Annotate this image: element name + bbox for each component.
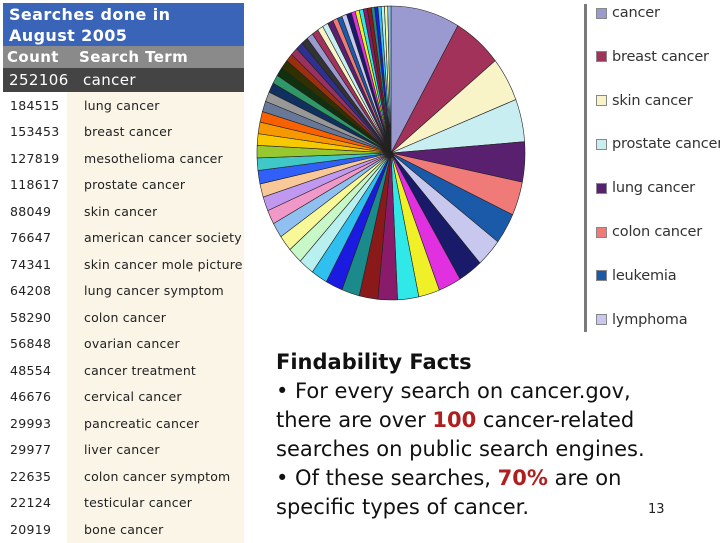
legend-item: colon cancer (596, 224, 702, 240)
row-term: mesothelioma cancer (84, 150, 223, 166)
fact-2: • Of these searches, 70% are on specific… (276, 464, 656, 522)
row-term: skin cancer mole picture (84, 256, 243, 272)
row-term: cervical cancer (84, 389, 182, 405)
row-term: breast cancer (84, 124, 173, 140)
legend-label: skin cancer (612, 92, 693, 109)
row-term: pancreatic cancer (84, 415, 200, 431)
legend-item: cancer (596, 5, 660, 21)
table-row: 153453 breast cancer (3, 118, 244, 145)
legend-label: lung cancer (612, 180, 695, 197)
legend-swatch (596, 182, 607, 194)
legend-label: colon cancer (612, 224, 703, 240)
row-term: american cancer society (84, 230, 242, 246)
legend-item: prostate cancer (596, 136, 720, 152)
table-row: 184515 lung cancer (3, 92, 244, 119)
row-count: 118617 (10, 177, 60, 193)
table-row: 48554 cancer treatment (3, 357, 244, 384)
top-row-count: 252106 (9, 71, 69, 89)
row-term: liver cancer (84, 442, 160, 458)
legend-label: lymphoma (612, 311, 688, 328)
table-title: Searches done in August 2005 (3, 3, 244, 46)
facts-heading: Findability Facts (276, 350, 472, 374)
table-row: 29993 pancreatic cancer (3, 410, 244, 437)
table-row: 29977 liver cancer (3, 436, 244, 463)
table-top-row: 252106 cancer (3, 68, 244, 92)
row-count: 29977 (10, 442, 52, 458)
row-count: 153453 (10, 124, 60, 140)
legend-label: prostate cancer (612, 136, 720, 153)
table-rows: 184515 lung cancer 153453 breast cancer 1278… (3, 92, 244, 543)
row-count: 48554 (10, 362, 52, 378)
legend-swatch (596, 314, 607, 326)
row-count: 22635 (10, 468, 52, 484)
table-row: 56848 ovarian cancer (3, 330, 244, 357)
legend-item: lymphoma (596, 311, 688, 328)
legend-item: leukemia (596, 267, 677, 284)
table-row: 20919 bone cancer (3, 516, 244, 543)
row-count: 184515 (10, 97, 60, 113)
row-term: lung cancer symptom (84, 283, 224, 299)
legend-item: skin cancer (596, 92, 693, 109)
row-term: ovarian cancer (84, 336, 180, 352)
row-term: bone cancer (84, 521, 164, 537)
row-term: skin cancer (84, 203, 158, 219)
row-count: 29993 (10, 415, 52, 431)
row-count: 22124 (10, 495, 52, 511)
row-count: 20919 (10, 521, 52, 537)
row-count: 64208 (10, 283, 52, 299)
legend-swatch (596, 138, 607, 150)
pie-chart (256, 5, 526, 301)
table-row: 76647 american cancer society (3, 224, 244, 251)
row-term: cancer treatment (84, 362, 197, 378)
fact-1: • For every search on cancer.gov, there … (276, 377, 656, 464)
legend-item: lung cancer (596, 180, 695, 196)
page-number: 13 (648, 502, 665, 517)
table-row: 22124 testicular cancer (3, 489, 244, 516)
table-row: 118617 prostate cancer (3, 171, 244, 198)
legend-swatch (596, 270, 607, 282)
fact-2-highlight: 70% (497, 466, 548, 490)
table-row: 58290 colon cancer (3, 304, 244, 331)
row-term: lung cancer (84, 97, 160, 113)
table-row: 88049 skin cancer (3, 198, 244, 225)
row-count: 127819 (10, 150, 60, 166)
legend-label: cancer (612, 5, 660, 21)
row-count: 58290 (10, 309, 52, 325)
pie-slice (387, 5, 392, 154)
table-row: 22635 colon cancer symptom (3, 463, 244, 490)
fact-1-text: • For every search on cancer.gov, there … (276, 379, 631, 432)
table-header: Count Search Term (3, 46, 244, 68)
chart-legend: cancer breast cancer skin cancer prostate c… (584, 4, 720, 332)
findability-facts: Findability Facts • For every search on … (276, 348, 656, 522)
row-count: 74341 (10, 256, 52, 272)
legend-item: breast cancer (596, 49, 709, 65)
table-row: 74341 skin cancer mole picture (3, 251, 244, 278)
fact-1-highlight: 100 (432, 408, 477, 432)
row-count: 46676 (10, 389, 52, 405)
table-row: 46676 cervical cancer (3, 383, 244, 410)
legend-swatch (596, 7, 607, 19)
row-count: 76647 (10, 230, 52, 246)
row-term: colon cancer (84, 309, 167, 325)
table-row: 64208 lung cancer symptom (3, 277, 244, 304)
top-row-term: cancer (83, 71, 136, 89)
row-term: prostate cancer (84, 177, 186, 193)
term-column-header: Search Term (79, 48, 189, 66)
legend-swatch (596, 226, 607, 238)
fact-2-text-end: are on specific types of cancer. (276, 466, 622, 519)
legend-swatch (596, 95, 607, 107)
legend-label: breast cancer (612, 48, 709, 65)
row-count: 88049 (10, 203, 52, 219)
row-term: colon cancer symptom (84, 468, 231, 484)
fact-1-text-end: cancer-related searches on public search… (276, 408, 645, 461)
row-term: testicular cancer (84, 495, 193, 511)
legend-label: leukemia (612, 267, 677, 284)
fact-2-text: • Of these searches, (276, 466, 498, 490)
legend-swatch (596, 51, 607, 63)
count-column-header: Count (7, 48, 59, 66)
row-count: 56848 (10, 336, 52, 352)
searches-table: Searches done in August 2005 Count Searc… (3, 3, 244, 543)
table-row: 127819 mesothelioma cancer (3, 145, 244, 172)
